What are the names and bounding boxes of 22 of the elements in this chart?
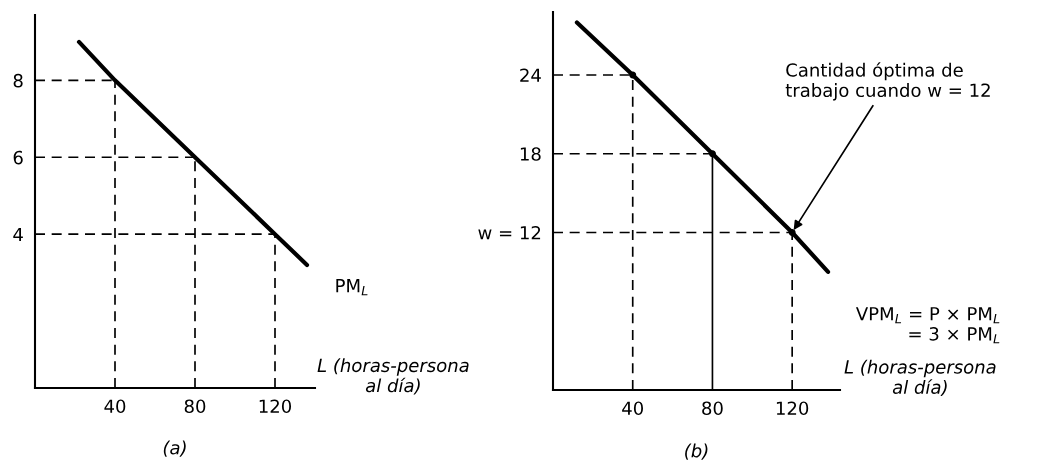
y-tick-label: 18 bbox=[520, 147, 541, 161]
x-tick-label: 80 bbox=[184, 399, 206, 414]
x-tick-label: 40 bbox=[104, 399, 126, 414]
annotation: Cantidad óptima de trabajo cuando w = 12 bbox=[785, 62, 990, 101]
point bbox=[629, 71, 637, 79]
x-axis-title: L (horas-persona al día) bbox=[844, 359, 996, 397]
y-tick-label: 8 bbox=[13, 73, 23, 88]
y-tick-label: w = 12 bbox=[478, 225, 541, 240]
x-tick-label: 80 bbox=[702, 401, 723, 416]
point bbox=[708, 150, 716, 158]
x-tick-label: 120 bbox=[259, 399, 292, 414]
y-tick-label: 24 bbox=[520, 68, 541, 82]
y-tick-label: 6 bbox=[13, 150, 23, 165]
x-tick-label: 40 bbox=[622, 401, 644, 416]
text: PM$_{L}$ bbox=[336, 279, 368, 296]
x-tick-label: 120 bbox=[776, 401, 809, 416]
annotation: VPM$_{L}$ = P × PM$_{L}$ = 3 × PM$_{L}$ bbox=[855, 307, 1000, 344]
point bbox=[788, 229, 796, 236]
y-tick-label: 4 bbox=[13, 227, 23, 242]
text: (b) bbox=[685, 443, 708, 460]
x-axis-title: L (horas-persona al día) bbox=[317, 358, 469, 395]
text: (a) bbox=[163, 440, 186, 457]
